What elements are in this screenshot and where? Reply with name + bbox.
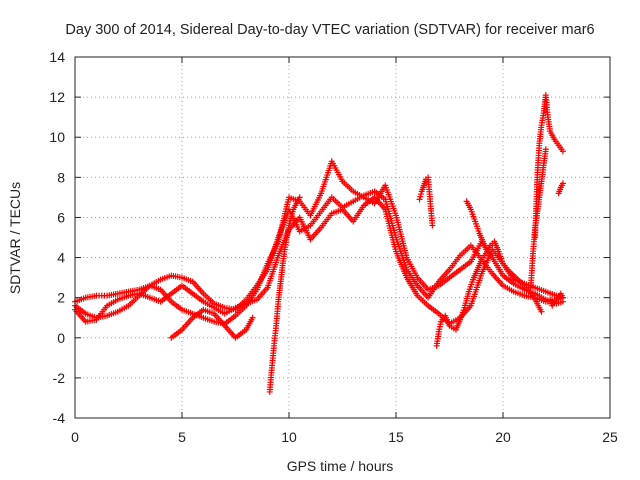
y-tick-label: -2 <box>53 370 66 386</box>
data-point <box>296 194 303 201</box>
data-point <box>559 294 566 301</box>
x-tick-label: 20 <box>495 429 511 445</box>
x-tick-label: 0 <box>71 429 79 445</box>
y-tick-label: 0 <box>57 330 65 346</box>
chart-title: Day 300 of 2014, Sidereal Day-to-day VTE… <box>65 22 594 38</box>
data-point <box>429 222 436 229</box>
y-tick-label: 2 <box>57 290 65 306</box>
data-point <box>417 191 424 198</box>
data-point <box>559 180 566 187</box>
x-axis-label: GPS time / hours <box>287 458 394 474</box>
data-point <box>485 250 492 257</box>
x-tick-label: 5 <box>178 429 186 445</box>
data-point <box>559 148 566 155</box>
tick-layer: 0 5 10 15 20 25 -4 -2 0 2 4 6 8 10 12 14 <box>49 49 618 445</box>
data-point <box>416 196 423 203</box>
y-axis-label: SDTVAR / TECUs <box>7 182 23 294</box>
grid-layer <box>75 57 610 418</box>
y-tick-label: 8 <box>57 169 65 185</box>
x-tick-label: 15 <box>388 429 404 445</box>
marker-layer <box>72 92 566 395</box>
y-tick-label: -4 <box>53 410 66 426</box>
data-point <box>417 193 424 200</box>
data-point <box>538 308 545 315</box>
data-point <box>542 146 549 153</box>
x-tick-label: 25 <box>602 429 618 445</box>
y-tick-label: 10 <box>49 129 65 145</box>
y-tick-label: 14 <box>49 49 65 65</box>
data-point <box>249 314 256 321</box>
y-tick-label: 6 <box>57 209 65 225</box>
x-tick-label: 10 <box>281 429 297 445</box>
y-tick-label: 4 <box>57 250 65 266</box>
plot-frame <box>74 56 611 419</box>
y-tick-label: 12 <box>49 89 65 105</box>
